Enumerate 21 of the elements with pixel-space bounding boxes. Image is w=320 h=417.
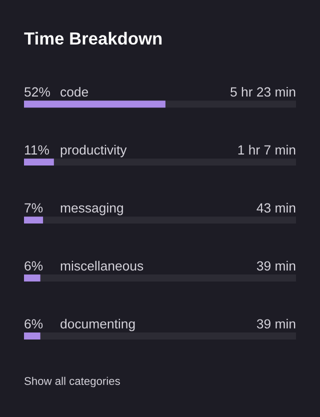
data-label: 6%	[24, 261, 43, 271]
y-tick-label: documenting	[60, 318, 135, 332]
data-label: 6%	[24, 319, 43, 329]
text: Show all categories	[24, 376, 120, 388]
annotation: 5 hr 23 min	[230, 86, 296, 97]
data-label: 7%	[24, 203, 43, 213]
y-tick-label: code	[60, 86, 88, 97]
y-tick-label: miscellaneous	[60, 260, 144, 271]
data-label: 11%	[25, 145, 49, 155]
data-label: 52%	[24, 87, 50, 97]
annotation: 39 min	[256, 318, 296, 329]
bar	[24, 158, 54, 166]
bar	[24, 332, 40, 340]
bar	[24, 274, 40, 282]
annotation: 43 min	[256, 202, 296, 213]
chart-title: Time Breakdown	[24, 32, 162, 45]
y-tick-label: productivity	[60, 144, 127, 158]
annotation: 39 min	[256, 260, 296, 271]
bar	[24, 216, 44, 224]
y-tick-label: messaging	[60, 202, 123, 216]
annotation: 1 hr 7 min	[238, 144, 296, 154]
